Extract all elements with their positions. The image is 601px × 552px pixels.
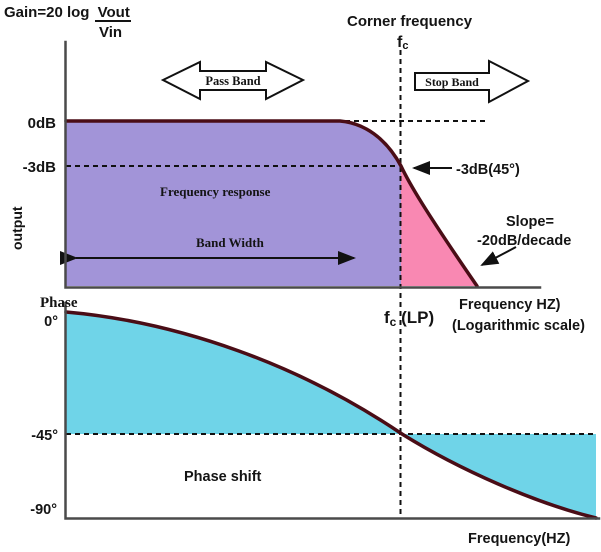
corner-frequency-title: Corner frequency [347,13,473,30]
gain-y-axis-label: output [9,206,25,250]
tick-0deg: 0° [44,314,58,330]
phase-region-after-fc [402,434,596,518]
bandwidth-label: Band Width [196,235,265,250]
phase-axes [64,301,601,520]
gain-curve [64,119,479,288]
tick-0db: 0dB [28,115,57,132]
pass-band-label: Pass Band [205,74,260,88]
corner-frequency-symbol: fc [397,34,408,52]
phase-x-axis-label: Frequency(HZ) [468,531,570,547]
slope-pointer-arrow [480,246,517,266]
gain-formula: Gain=20 log Vout [4,4,130,21]
stop-band-label: Stop Band [425,75,479,89]
stop-band-arrow [414,59,531,104]
slope-label-line1: Slope= [506,214,554,230]
phase-title: Phase [40,295,78,311]
gain-axes [64,40,542,289]
slope-label-line2: -20dB/decade [477,233,571,249]
gain-x-axis-label-line2: (Logarithmic scale) [452,318,585,334]
gain-x-axis-label-line1: Frequency HZ) [459,297,561,313]
phase-curve [64,310,598,520]
tick-minus3db: -3dB [23,159,57,176]
tick-minus45deg: -45° [31,428,58,444]
pass-band-arrow [160,60,306,101]
frequency-response-label: Frequency response [160,184,271,199]
cutoff-annotation: -3dB(45°) [456,162,520,178]
gain-passband-region [66,122,401,286]
gain-formula-numerator: Vout [98,4,130,21]
phase-region-before-fc [66,312,402,434]
phase-shift-label: Phase shift [184,469,262,485]
gain-formula-denominator: Vin [99,24,122,41]
fc-lp-label: fc (LP) [384,308,434,329]
gain-stopband-region [401,167,477,286]
tick-minus90deg: -90° [30,502,57,518]
